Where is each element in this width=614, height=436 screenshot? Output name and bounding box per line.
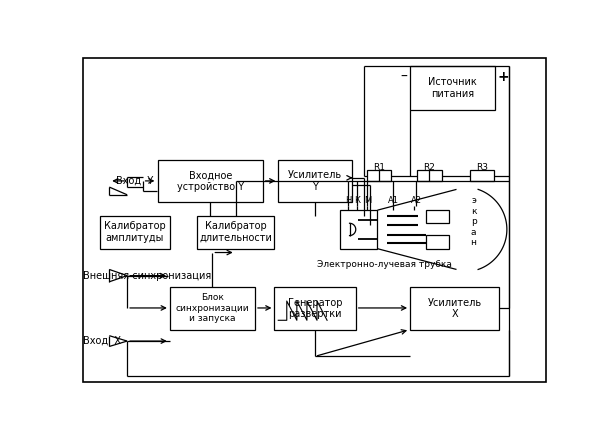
Bar xyxy=(274,287,356,330)
Bar xyxy=(169,287,255,330)
Text: Калибратор
амплитуды: Калибратор амплитуды xyxy=(104,221,166,243)
Text: Входное
устройство Y: Входное устройство Y xyxy=(177,170,244,192)
Bar xyxy=(426,210,449,223)
Bar xyxy=(100,215,169,249)
Bar xyxy=(340,210,378,249)
Text: Вход  Y: Вход Y xyxy=(115,176,153,186)
Text: Усилитель
Y: Усилитель Y xyxy=(288,170,342,192)
Bar xyxy=(417,170,442,181)
Bar xyxy=(158,160,263,202)
Text: –: – xyxy=(400,70,407,84)
Bar xyxy=(470,170,494,181)
Text: К: К xyxy=(354,196,360,205)
Text: М: М xyxy=(363,196,371,205)
Text: Внешняя синхронизация: Внешняя синхронизация xyxy=(83,271,211,281)
Text: +: + xyxy=(497,70,509,84)
Text: A1: A1 xyxy=(387,196,398,205)
Bar xyxy=(367,170,391,181)
Text: A2: A2 xyxy=(411,196,422,205)
Bar xyxy=(410,287,499,330)
Text: Н: Н xyxy=(345,196,351,205)
Text: Усилитель
X: Усилитель X xyxy=(427,297,481,319)
Text: R1: R1 xyxy=(373,164,385,172)
Text: Источник
питания: Источник питания xyxy=(428,77,477,99)
Bar xyxy=(278,160,352,202)
Bar xyxy=(426,235,449,249)
Bar xyxy=(197,215,274,249)
Text: э
к
р
а
н: э к р а н xyxy=(470,197,476,247)
Text: Блок
синхронизации
и запуска: Блок синхронизации и запуска xyxy=(176,293,249,323)
Text: Вход  X: Вход X xyxy=(83,336,121,346)
Text: R3: R3 xyxy=(476,164,488,172)
Bar xyxy=(410,66,495,110)
Text: Электронно-лучевая трубка: Электронно-лучевая трубка xyxy=(317,260,452,269)
Text: R2: R2 xyxy=(424,164,435,172)
Text: Калибратор
длительности: Калибратор длительности xyxy=(199,221,272,243)
Text: Генератор
развертки: Генератор развертки xyxy=(288,297,343,319)
